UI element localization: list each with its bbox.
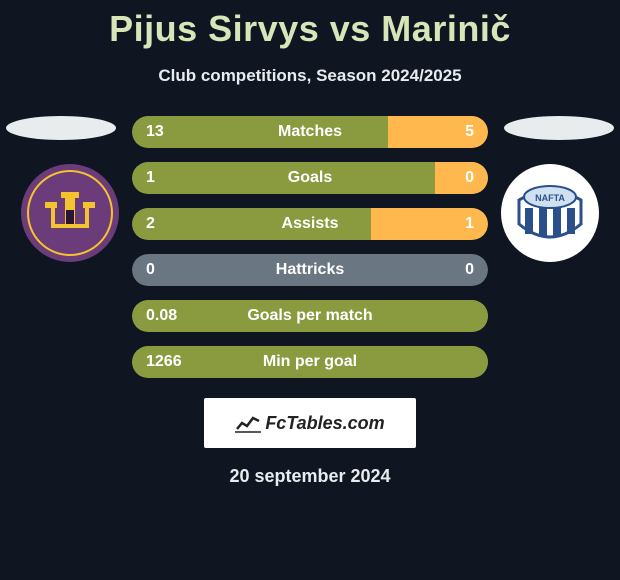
stat-row: 1266 Min per goal [132, 346, 488, 378]
comparison-panel: NAFTA 13 5 Matches 1 0 Goals 2 1 Assists 0 0 Hattri… [0, 116, 620, 378]
stat-row: 0.08 Goals per match [132, 300, 488, 332]
date-label: 20 september 2024 [0, 466, 620, 487]
stat-label: Goals [288, 169, 332, 187]
stat-label: Goals per match [247, 307, 372, 325]
brand-label: FcTables.com [265, 413, 384, 434]
stat-value-p1: 1 [146, 169, 155, 187]
shadow-ellipse-left [6, 116, 116, 140]
svg-text:NAFTA: NAFTA [535, 193, 565, 203]
stat-label: Hattricks [276, 261, 344, 279]
page-title: Pijus Sirvys vs Marinič [0, 0, 620, 50]
brand-box: FcTables.com [204, 398, 416, 448]
subtitle: Club competitions, Season 2024/2025 [0, 66, 620, 86]
stat-value-p2: 0 [465, 261, 474, 279]
stat-value-p2: 1 [465, 215, 474, 233]
stat-value-p1: 13 [146, 123, 164, 141]
maribor-badge-icon [21, 164, 119, 262]
chart-icon [235, 413, 261, 433]
stat-row: 2 1 Assists [132, 208, 488, 240]
stat-value-p1: 0 [146, 261, 155, 279]
stat-label: Min per goal [263, 353, 357, 371]
stat-label: Assists [282, 215, 339, 233]
stat-label: Matches [278, 123, 342, 141]
stat-value-p2: 0 [465, 169, 474, 187]
player2-crest: NAFTA [501, 164, 599, 262]
stat-bar-p1 [132, 116, 388, 148]
player1-crest [21, 164, 119, 262]
shadow-ellipse-right [504, 116, 614, 140]
stat-value-p1: 1266 [146, 353, 182, 371]
stat-value-p1: 2 [146, 215, 155, 233]
stat-row: 0 0 Hattricks [132, 254, 488, 286]
stat-row: 1 0 Goals [132, 162, 488, 194]
stat-value-p1: 0.08 [146, 307, 177, 325]
stats-list: 13 5 Matches 1 0 Goals 2 1 Assists 0 0 Hattricks 0.0… [132, 116, 488, 378]
stat-value-p2: 5 [465, 123, 474, 141]
stat-row: 13 5 Matches [132, 116, 488, 148]
nafta-badge-icon: NAFTA [501, 164, 599, 262]
stat-bar-p2 [435, 162, 488, 194]
